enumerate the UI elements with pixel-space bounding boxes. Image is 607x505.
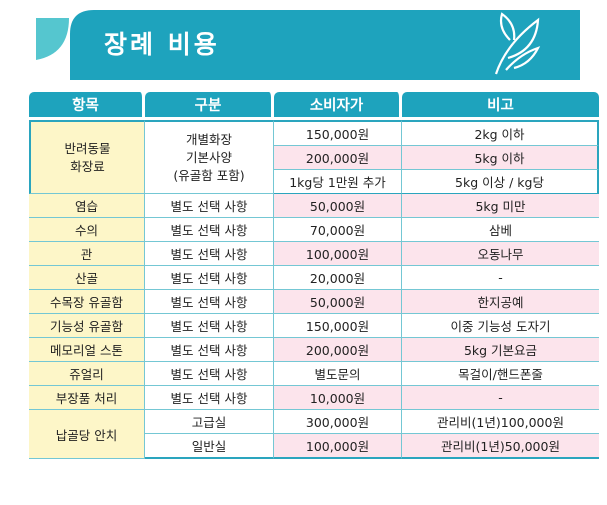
note-cell: 관리비(1년)100,000원 — [402, 410, 599, 434]
category-cell: 별도 선택 사항 — [145, 266, 274, 290]
category-cell: 고급실 — [145, 410, 274, 434]
note-cell: - — [402, 266, 599, 290]
note-cell: 5kg 기본요금 — [402, 338, 599, 362]
table-row: 관 별도 선택 사항 100,000원 오동나무 — [29, 242, 599, 266]
table-row: 염습 별도 선택 사항 50,000원 5kg 미만 — [29, 194, 599, 218]
item-cell: 기능성 유골함 — [29, 314, 145, 338]
item-cell: 산골 — [29, 266, 145, 290]
item-cell: 납골당 안치 — [29, 410, 145, 459]
table-header-row: 항목 구분 소비자가 비고 — [29, 92, 599, 120]
table-row: 1kg당 1만원 추가 5kg 이상 / kg당 — [29, 170, 599, 194]
category-cell: 별도 선택 사항 — [145, 338, 274, 362]
note-cell: - — [402, 386, 599, 410]
note-cell: 2kg 이하 — [402, 120, 599, 146]
table-row: 일반실 100,000원 관리비(1년)50,000원 — [29, 434, 599, 459]
banner-shape — [36, 10, 580, 80]
leaf-icon — [494, 12, 541, 75]
category-cell: 일반실 — [145, 434, 274, 459]
category-cell: 별도 선택 사항 — [145, 362, 274, 386]
price-cell: 10,000원 — [274, 386, 402, 410]
note-cell: 5kg 이상 / kg당 — [402, 170, 599, 194]
header-note: 비고 — [402, 92, 599, 120]
item-cell: 반려동물 화장료 — [29, 120, 145, 194]
table-row: 납골당 안치 고급실 300,000원 관리비(1년)100,000원 — [29, 410, 599, 459]
price-cell: 50,000원 — [274, 194, 402, 218]
table-row: 기능성 유골함 별도 선택 사항 150,000원 이중 기능성 도자기 — [29, 314, 599, 338]
note-cell: 한지공예 — [402, 290, 599, 314]
note-cell: 오동나무 — [402, 242, 599, 266]
price-cell: 100,000원 — [274, 434, 402, 459]
category-cell: 별도 선택 사항 — [145, 314, 274, 338]
table-row: 반려동물 화장료 개별화장 기본사양 (유골함 포함) 150,000원 2kg… — [29, 120, 599, 194]
category-cell: 별도 선택 사항 — [145, 218, 274, 242]
category-cell: 별도 선택 사항 — [145, 290, 274, 314]
price-cell: 1kg당 1만원 추가 — [274, 170, 402, 194]
page-title: 장례 비용 — [104, 30, 220, 59]
note-cell: 관리비(1년)50,000원 — [402, 434, 599, 459]
price-cell: 300,000원 — [274, 410, 402, 434]
price-cell: 20,000원 — [274, 266, 402, 290]
price-cell: 200,000원 — [274, 338, 402, 362]
category-cell: 별도 선택 사항 — [145, 242, 274, 266]
category-cell: 별도 선택 사항 — [145, 194, 274, 218]
table-row: 수의 별도 선택 사항 70,000원 삼베 — [29, 218, 599, 242]
header-price: 소비자가 — [274, 92, 402, 120]
item-cell: 관 — [29, 242, 145, 266]
header-item: 항목 — [29, 92, 145, 120]
title-banner: 장례 비용 — [0, 0, 607, 82]
price-cell: 70,000원 — [274, 218, 402, 242]
table-row: 수목장 유골함 별도 선택 사항 50,000원 한지공예 — [29, 290, 599, 314]
price-cell: 150,000원 — [274, 120, 402, 146]
note-cell: 목걸이/핸드폰줄 — [402, 362, 599, 386]
item-cell: 쥬얼리 — [29, 362, 145, 386]
item-cell: 부장품 처리 — [29, 386, 145, 410]
item-cell: 수의 — [29, 218, 145, 242]
category-cell: 별도 선택 사항 — [145, 386, 274, 410]
note-cell: 삼베 — [402, 218, 599, 242]
funeral-cost-table: 항목 구분 소비자가 비고 반려동물 화장료 개별화장 기본사양 (유골함 포함… — [29, 92, 599, 459]
note-cell: 5kg 미만 — [402, 194, 599, 218]
price-cell: 100,000원 — [274, 242, 402, 266]
item-cell: 메모리얼 스톤 — [29, 338, 145, 362]
item-cell: 염습 — [29, 194, 145, 218]
table-row: 메모리얼 스톤 별도 선택 사항 200,000원 5kg 기본요금 — [29, 338, 599, 362]
note-cell: 5kg 이하 — [402, 146, 599, 170]
price-cell: 200,000원 — [274, 146, 402, 170]
header-category: 구분 — [145, 92, 274, 120]
price-cell: 50,000원 — [274, 290, 402, 314]
price-cell: 150,000원 — [274, 314, 402, 338]
table-row: 200,000원 5kg 이하 — [29, 146, 599, 170]
price-cell: 별도문의 — [274, 362, 402, 386]
category-cell: 개별화장 기본사양 (유골함 포함) — [145, 120, 274, 194]
item-cell: 수목장 유골함 — [29, 290, 145, 314]
table-row: 부장품 처리 별도 선택 사항 10,000원 - — [29, 386, 599, 410]
table-row: 쥬얼리 별도 선택 사항 별도문의 목걸이/핸드폰줄 — [29, 362, 599, 386]
note-cell: 이중 기능성 도자기 — [402, 314, 599, 338]
table-row: 산골 별도 선택 사항 20,000원 - — [29, 266, 599, 290]
